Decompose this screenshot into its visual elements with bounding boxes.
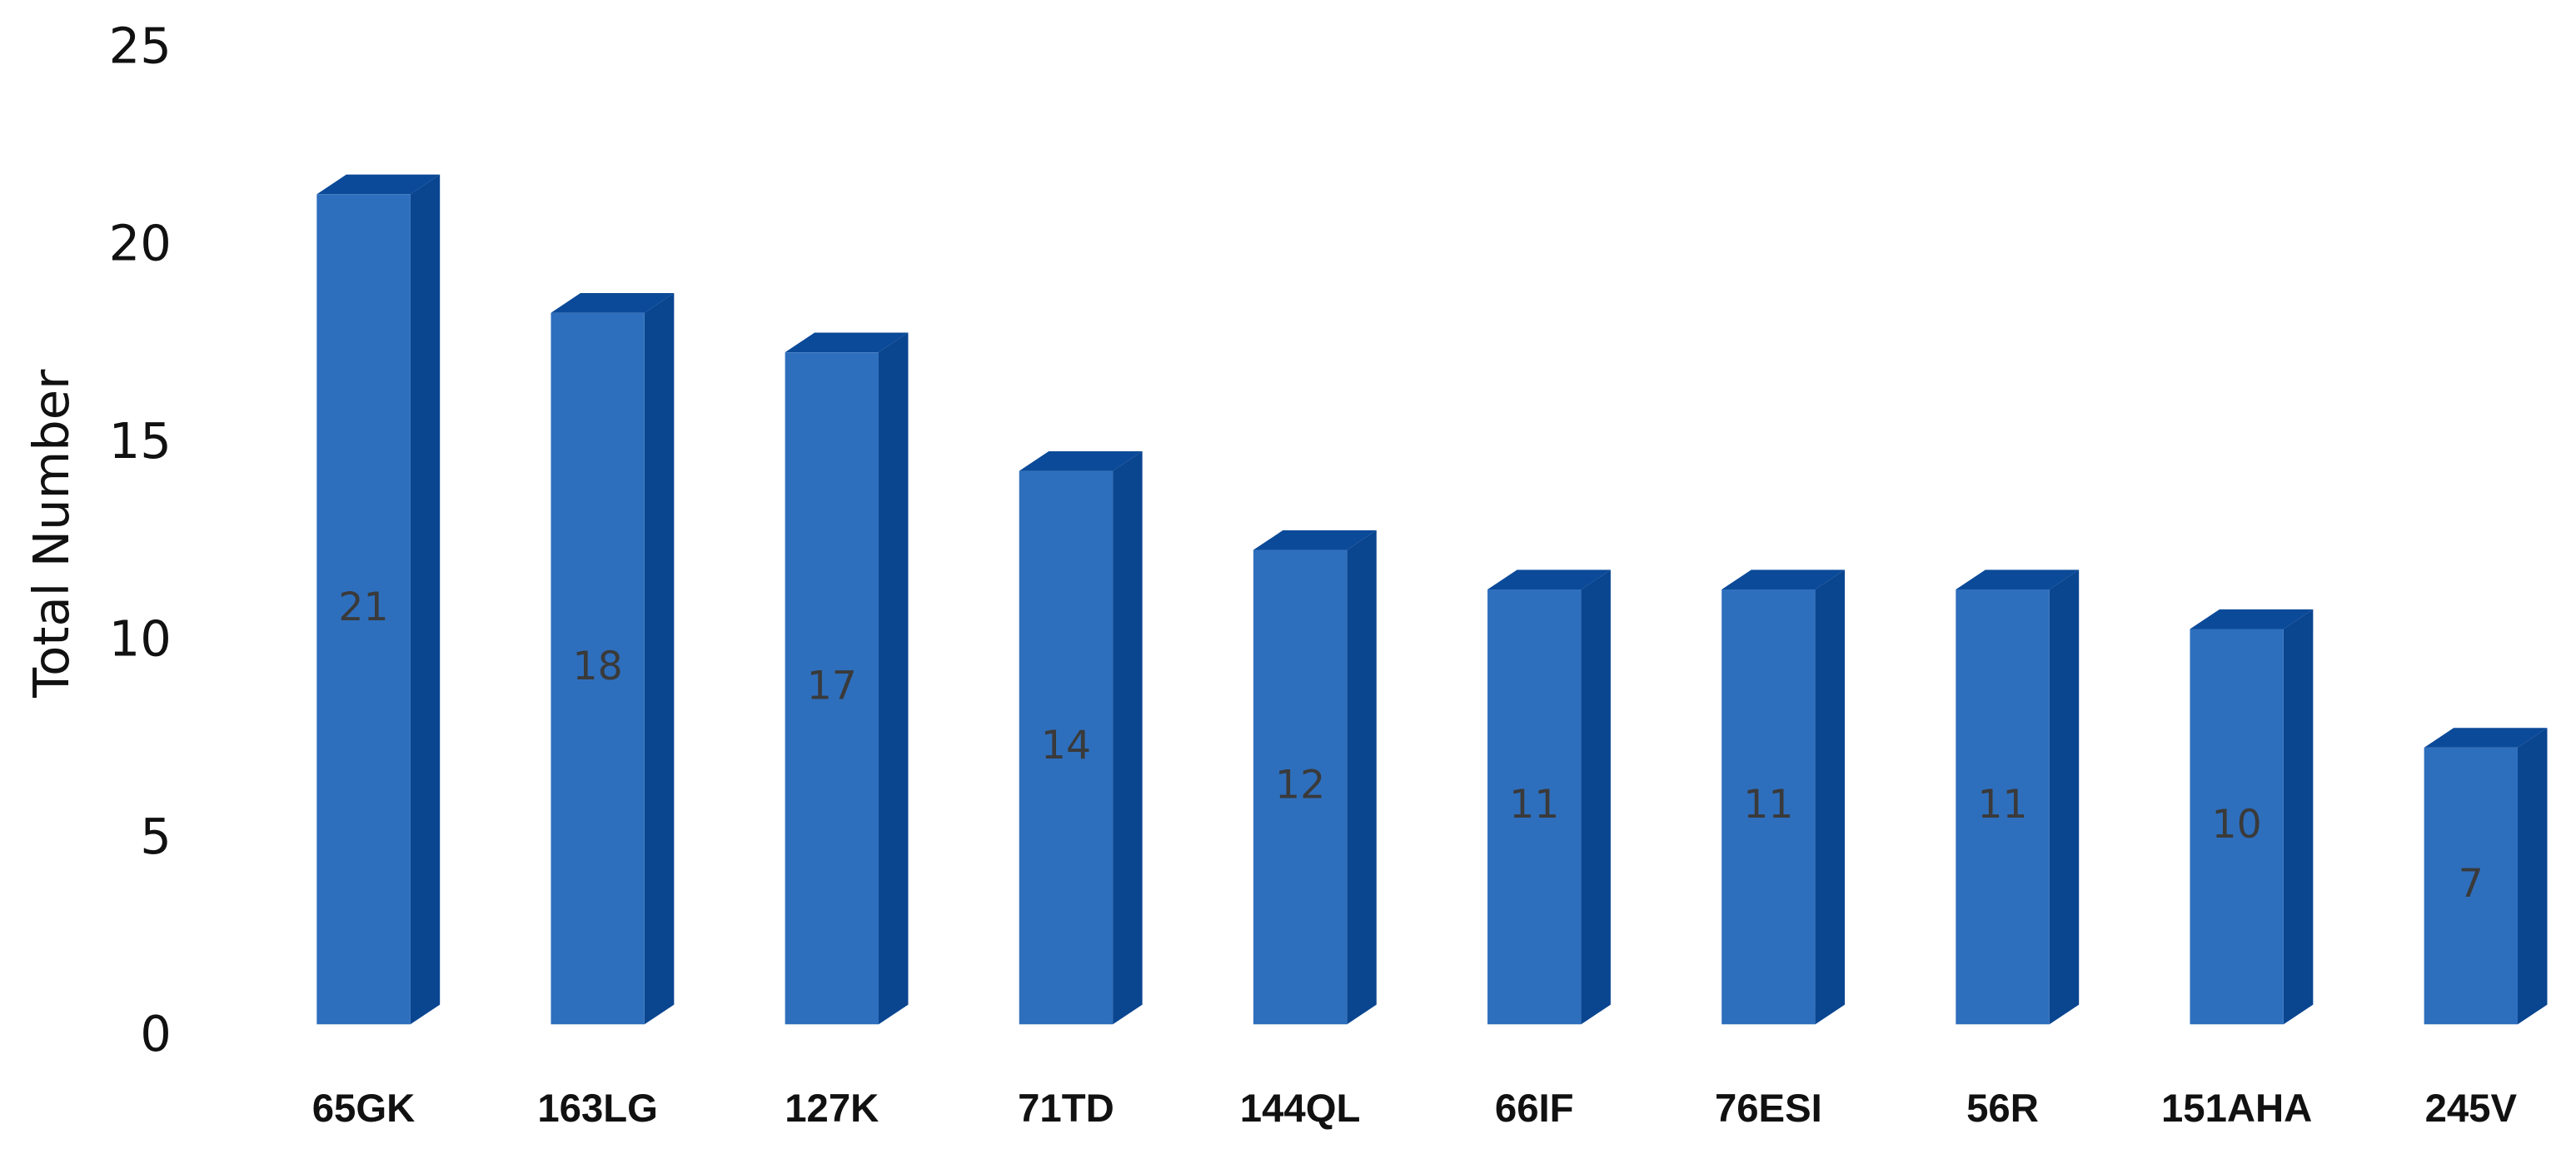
bar-top — [1019, 450, 1143, 471]
data-label: 11 — [1743, 782, 1793, 828]
y-tick-label: 10 — [109, 609, 172, 667]
bar-side — [2049, 570, 2080, 1025]
x-tick-label: 151AHA — [2161, 1087, 2312, 1131]
data-label: 11 — [1509, 782, 1559, 828]
bar — [1487, 589, 1582, 1025]
data-label: 18 — [573, 644, 623, 689]
y-tick-label: 25 — [109, 17, 172, 74]
bar-top — [2190, 609, 2314, 629]
bar-top — [1487, 570, 1611, 590]
bar-side — [2517, 728, 2548, 1025]
bar-side — [644, 293, 675, 1025]
data-label: 10 — [2212, 802, 2262, 848]
bar-side — [410, 174, 441, 1025]
y-tick-label: 15 — [109, 412, 172, 470]
x-tick-label: 127K — [785, 1087, 879, 1131]
bar-side — [878, 332, 909, 1025]
y-tick-label: 5 — [140, 808, 172, 865]
bar — [785, 352, 879, 1025]
y-axis-label: Total Number — [22, 369, 80, 699]
bar-side — [1347, 530, 1377, 1025]
x-tick-label: 144QL — [1240, 1087, 1361, 1131]
x-tick-label: 56R — [1966, 1087, 2039, 1131]
data-label: 14 — [1041, 723, 1091, 769]
bar — [1721, 589, 1816, 1025]
x-tick-label: 71TD — [1018, 1087, 1114, 1131]
x-tick-label: 163LG — [537, 1087, 658, 1131]
bar-top — [1253, 530, 1377, 550]
x-tick-label: 65GK — [312, 1087, 416, 1131]
bar-side — [1815, 570, 1846, 1025]
bar-top — [785, 332, 909, 353]
bar-top — [1721, 570, 1846, 590]
x-tick-label: 76ESI — [1715, 1087, 1822, 1131]
bar-side — [2283, 609, 2314, 1025]
data-label: 17 — [807, 664, 857, 709]
y-tick-label: 20 — [109, 215, 172, 272]
bar-top — [316, 174, 441, 195]
bar — [2190, 629, 2284, 1025]
bar — [1019, 470, 1114, 1025]
bar — [2424, 747, 2518, 1025]
bar-top — [551, 293, 675, 313]
x-tick-label: 245V — [2425, 1087, 2518, 1131]
bar — [1956, 589, 2050, 1025]
data-label: 12 — [1275, 762, 1325, 808]
bar-side — [1113, 450, 1143, 1025]
bar-side — [1581, 570, 1611, 1025]
y-tick-label: 0 — [140, 1005, 172, 1062]
bar — [551, 312, 645, 1025]
bar-top — [1956, 570, 2080, 590]
data-label: 7 — [2459, 861, 2484, 907]
data-label: 11 — [1977, 782, 2027, 828]
bar — [1253, 550, 1348, 1025]
x-tick-label: 66IF — [1495, 1087, 1574, 1131]
bar — [316, 194, 411, 1025]
bar-top — [2424, 728, 2548, 748]
data-label: 21 — [338, 584, 388, 630]
